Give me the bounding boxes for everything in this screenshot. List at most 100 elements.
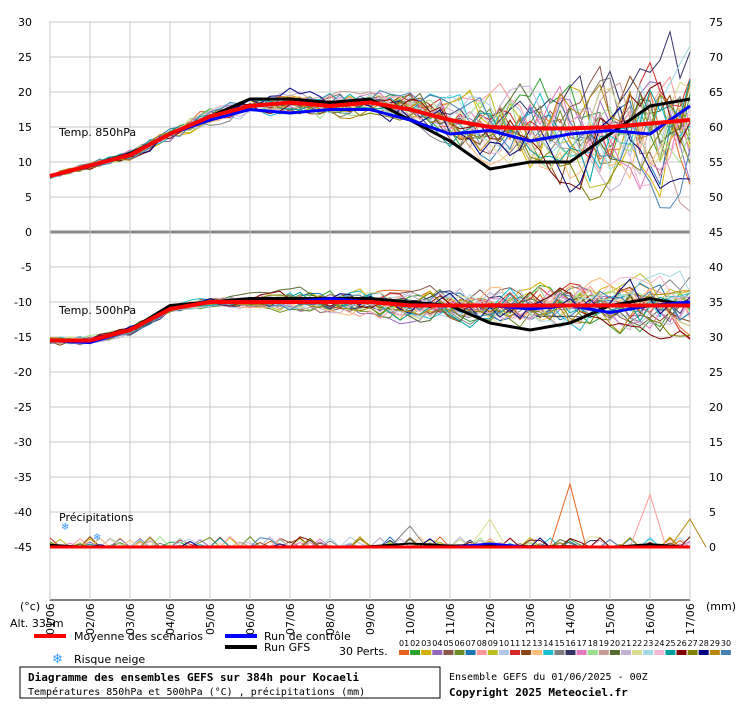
pert-swatch-01 [399, 650, 409, 655]
precip-peak [629, 492, 667, 548]
y-right-tick: 35 [709, 296, 723, 309]
pert-id-02: 02 [410, 639, 420, 648]
y-right-tick: 30 [709, 331, 723, 344]
altitude-label: Alt. 335m [10, 617, 64, 630]
pert-swatch-27 [687, 650, 698, 655]
t500-gfs-line [50, 297, 691, 342]
pert-id-14: 14 [543, 639, 553, 648]
legend-control-label: Run de contrôle [264, 630, 351, 643]
pert-id-20: 20 [610, 639, 620, 648]
y-left-tick: 10 [18, 156, 32, 169]
y-left-tick: -30 [14, 436, 32, 449]
copyright: Copyright 2025 Meteociel.fr [449, 686, 628, 699]
pert-swatch-24 [654, 650, 665, 655]
x-tick-label: 07/06 [284, 603, 297, 635]
x-tick-label: 05/06 [204, 603, 217, 635]
x-tick-label: 12/06 [484, 603, 497, 635]
y-left-tick: -20 [14, 366, 32, 379]
y-right-tick: 40 [709, 261, 723, 274]
pert-id-16: 16 [566, 639, 576, 648]
pert-id-26: 26 [677, 639, 687, 648]
t500-mean-line [50, 300, 690, 343]
pert-id-10: 10 [499, 639, 509, 648]
pert-swatch-23 [643, 650, 654, 655]
y-left-tick: 30 [18, 16, 32, 29]
pert-swatch-26 [676, 650, 687, 655]
pert-id-29: 29 [710, 639, 720, 648]
legend-perts-label: 30 Perts. [339, 645, 388, 658]
t500-panel-label: Temp. 500hPa [58, 304, 136, 317]
pert-id-21: 21 [621, 639, 631, 648]
y-left-tick: 25 [18, 51, 32, 64]
precip-panel-label: Précipitations [59, 511, 134, 524]
x-tick-label: 14/06 [564, 603, 577, 635]
y-right-tick: 15 [709, 436, 723, 449]
y-right-tick: 45 [709, 226, 723, 239]
title-box [19, 666, 441, 699]
pert-swatch-19 [598, 650, 609, 655]
pert-id-27: 27 [688, 639, 698, 648]
y-right-tick: 5 [709, 506, 716, 519]
legend-gfs-label: Run GFS [264, 641, 310, 654]
x-tick-label: 08/06 [324, 603, 337, 635]
y-right-tick: 10 [709, 471, 723, 484]
x-tick-label: 15/06 [604, 603, 617, 635]
snow-risk-icon: ❄ [93, 533, 101, 544]
pert-swatch-15 [554, 650, 565, 655]
pert-id-13: 13 [532, 639, 542, 648]
pert-swatch-09 [487, 650, 498, 655]
x-tick-label: 16/06 [644, 603, 657, 635]
pert-id-22: 22 [632, 639, 642, 648]
pert-swatch-13 [532, 650, 543, 655]
pert-swatch-03 [421, 650, 432, 655]
pert-id-25: 25 [665, 639, 675, 648]
pert-swatch-10 [498, 650, 509, 655]
x-tick-label: 10/06 [404, 603, 417, 635]
pert-swatch-08 [476, 650, 487, 655]
y-left-tick: 5 [25, 191, 32, 204]
pert-swatch-30 [720, 650, 731, 655]
pert-swatch-07 [465, 650, 476, 655]
y-left-tick: 20 [18, 86, 32, 99]
pert-id-17: 17 [577, 639, 587, 648]
pert-id-01: 01 [399, 639, 409, 648]
pert-id-19: 19 [599, 639, 609, 648]
x-tick-label: 06/06 [244, 603, 257, 635]
pert-id-04: 04 [432, 639, 442, 648]
pert-id-12: 12 [521, 639, 531, 648]
y-left-tick: -40 [14, 506, 32, 519]
y-left-tick: -25 [14, 401, 32, 414]
y-left-tick: 0 [25, 226, 32, 239]
pert-swatch-06 [454, 650, 465, 655]
pert-swatch-25 [665, 650, 676, 655]
pert-id-23: 23 [643, 639, 653, 648]
x-tick-label: 09/06 [364, 603, 377, 635]
perturbation-legend: 01 02 03 04 05 06 07 08 09 10 11 12 13 14 15 16 17 18 19 20… [399, 639, 731, 655]
pert-id-15: 15 [554, 639, 564, 648]
x-tick-label: 02/06 [84, 603, 97, 635]
y-right-tick: 65 [709, 86, 723, 99]
pert-swatch-14 [543, 650, 554, 655]
pert-id-08: 08 [477, 639, 487, 648]
legend-snow-label: Risque neige [74, 653, 145, 666]
pert-swatch-18 [587, 650, 598, 655]
pert-id-11: 11 [510, 639, 520, 648]
x-tick-label: 11/06 [444, 603, 457, 635]
pert-swatch-05 [443, 650, 454, 655]
x-tick-label: 01/06 [44, 603, 57, 635]
t850-panel-label: Temp. 850hPa [58, 126, 136, 139]
x-tick-label: 17/06 [684, 603, 697, 635]
pert-id-05: 05 [443, 639, 453, 648]
y-right-tick: 50 [709, 191, 723, 204]
snow-risk-icon: ❄ [61, 522, 69, 533]
pert-swatch-02 [410, 650, 421, 655]
main-lines: ❄❄ [49, 97, 691, 549]
pert-id-28: 28 [699, 639, 709, 648]
legend-mean-label: Moyenne des scénarios [74, 630, 203, 643]
t850-mean-line [49, 100, 691, 178]
y-right-tick: 60 [709, 121, 723, 134]
y-right-tick: 0 [709, 541, 716, 554]
pert-swatch-17 [576, 650, 587, 655]
